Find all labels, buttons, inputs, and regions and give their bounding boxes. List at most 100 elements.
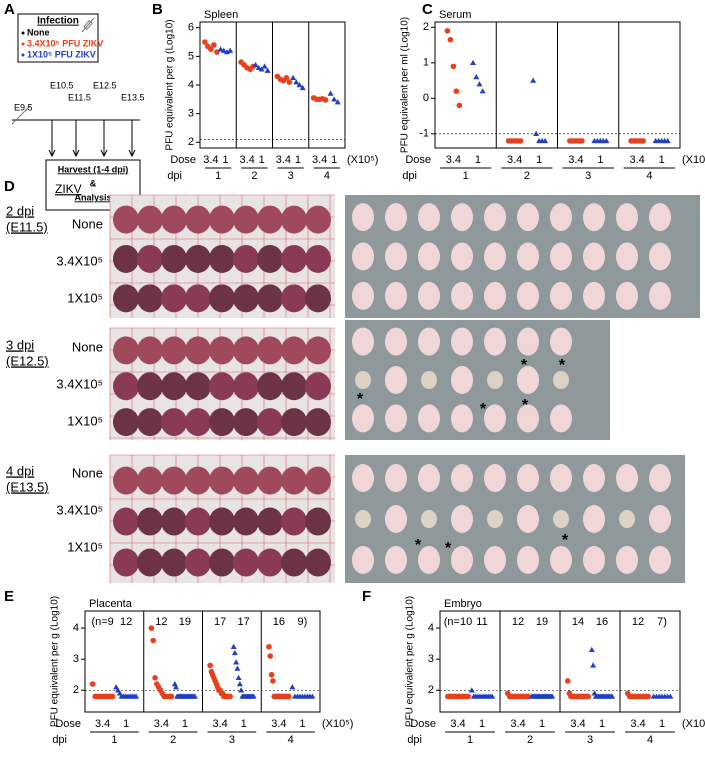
n-label: 16	[273, 616, 285, 628]
n-label: 7)	[657, 616, 667, 628]
placenta	[233, 548, 259, 577]
y-tick-label: 5	[188, 50, 194, 62]
dose-value: 3.4	[212, 718, 227, 730]
placenta	[257, 372, 283, 401]
y-tick-label: 1	[423, 57, 429, 69]
placenta	[137, 548, 163, 577]
data-point	[238, 687, 245, 693]
data-point	[211, 42, 217, 48]
data-point	[456, 102, 463, 109]
data-point	[450, 63, 457, 70]
x-tick-label: 1	[467, 734, 473, 746]
y-axis-label: PFU equivalent per g (Log10)	[405, 596, 416, 727]
data-point	[289, 684, 296, 690]
embryo	[616, 464, 638, 493]
dpi-label: 4 dpi	[6, 463, 34, 478]
embryo	[517, 464, 539, 493]
data-point	[322, 97, 329, 103]
embryo	[484, 242, 506, 271]
dose-value: 1	[241, 718, 247, 730]
x-tick-label: 1	[215, 170, 221, 182]
embryo	[451, 242, 473, 271]
placenta	[281, 548, 307, 577]
placenta	[161, 372, 187, 401]
x-tick-label: 1	[463, 170, 469, 182]
n-label: 17	[214, 616, 226, 628]
data-point	[231, 649, 238, 656]
y-tick-label: 4	[73, 622, 79, 634]
data-point	[208, 46, 214, 53]
data-point	[268, 671, 275, 678]
placenta	[113, 507, 139, 536]
dose-value: 3.4	[271, 718, 286, 730]
embryo	[616, 203, 638, 232]
asterisk: *	[480, 401, 487, 418]
dose-value: 3.4	[629, 154, 644, 166]
asterisk: *	[562, 532, 569, 549]
embryo	[487, 510, 503, 528]
embryo	[385, 404, 407, 433]
placenta	[113, 466, 139, 495]
embryo	[616, 281, 638, 310]
placenta	[281, 408, 307, 437]
embryo	[352, 242, 374, 271]
data-point	[258, 66, 265, 72]
placenta	[185, 372, 211, 401]
dose-value: 3.4	[450, 718, 465, 730]
data-point	[444, 28, 451, 34]
n-label: 16	[596, 616, 608, 628]
data-point	[453, 88, 460, 95]
data-point	[89, 681, 96, 687]
placenta	[257, 336, 283, 365]
placenta	[305, 466, 331, 495]
dose-label: Dose	[410, 718, 436, 730]
data-point	[565, 678, 571, 684]
embryo	[649, 545, 671, 574]
dose-value: 3.4	[570, 718, 585, 730]
asterisk: *	[521, 357, 528, 374]
dose-value: 1	[536, 154, 542, 166]
embryo	[517, 281, 539, 310]
bullet	[21, 31, 25, 35]
embryo	[583, 203, 605, 232]
placenta	[281, 205, 307, 234]
group-label: None	[72, 216, 103, 231]
placenta	[113, 372, 139, 401]
legend-item: 3.4X10⁵ PFU ZIKV	[27, 38, 103, 48]
n-label: (n=10	[444, 616, 472, 628]
placenta	[161, 466, 187, 495]
embryo	[583, 545, 605, 574]
embryo	[418, 203, 440, 232]
y-tick-label: 2	[423, 21, 429, 33]
timeline-label: E13.5	[121, 92, 145, 102]
embryo	[451, 366, 473, 394]
n-label: 9)	[297, 616, 307, 628]
dose-value: 1	[659, 154, 665, 166]
data-point	[609, 693, 616, 699]
data-point	[489, 693, 496, 699]
dose-value: 3.4	[95, 718, 110, 730]
n-label: 17	[238, 616, 250, 628]
group-label: 1X10⁵	[67, 290, 103, 305]
bullet	[21, 42, 25, 46]
placenta	[161, 244, 187, 273]
panel-label: F	[362, 588, 371, 605]
placenta	[113, 548, 139, 577]
data-point	[236, 681, 243, 687]
panel-label: B	[152, 1, 163, 18]
embryo	[484, 464, 506, 493]
dose-value: 1	[597, 154, 603, 166]
x-tick-label: 3	[585, 170, 591, 182]
placenta	[209, 408, 235, 437]
panel-label: D	[4, 178, 15, 195]
data-point	[334, 99, 341, 105]
placenta	[113, 284, 139, 313]
n-label: 19	[536, 616, 548, 628]
dpi-label: 3 dpi	[6, 337, 34, 352]
embryo	[550, 281, 572, 310]
placenta	[137, 507, 163, 536]
placenta	[305, 408, 331, 437]
placenta	[305, 548, 331, 577]
data-point	[667, 693, 674, 699]
embryo	[484, 327, 506, 356]
